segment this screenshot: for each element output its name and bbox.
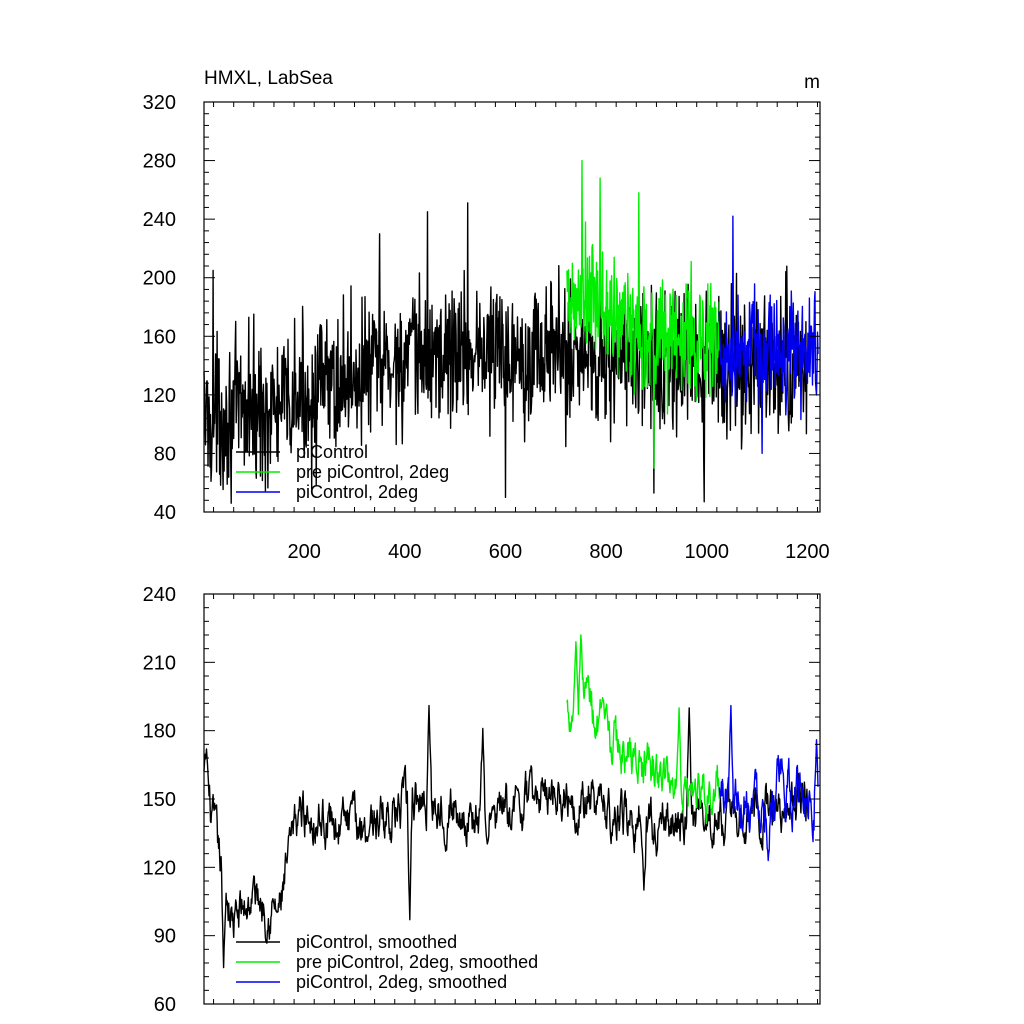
plot-frame	[203, 101, 821, 513]
x-tick-label: 200	[287, 541, 320, 563]
chart-title: HMXL, LabSea	[204, 68, 333, 89]
series-line-1	[203, 704, 809, 969]
series-line-2	[566, 634, 720, 825]
y-tick-label: 180	[143, 721, 176, 743]
y-tick-label: 240	[143, 584, 176, 606]
y-tick-label: 200	[143, 268, 176, 290]
x-tick-label: 1000	[685, 541, 730, 563]
axis-layer: 60 90 120 150 180 210 240	[143, 584, 820, 1016]
legend-label-3: piControl, 2deg	[296, 482, 418, 502]
units-label: m	[804, 72, 820, 93]
legend-label-1: piControl	[296, 442, 368, 462]
x-tick-label: 1200	[785, 541, 830, 563]
x-tick-label: 400	[388, 541, 421, 563]
y-tick-label: 40	[154, 502, 176, 524]
series-line-3	[718, 215, 819, 455]
legend-label-2: pre piControl, 2deg	[296, 462, 449, 482]
axis-layer: 40 80 120 160 200 240 280 320 200 400 600 800 1000 12…	[143, 92, 830, 563]
y-tick-label: 240	[143, 209, 176, 231]
series-line-2	[566, 159, 720, 469]
series-layer	[203, 634, 819, 969]
y-tick-label: 320	[143, 92, 176, 114]
y-tick-label: 280	[143, 151, 176, 173]
x-tick-label: 800	[589, 541, 622, 563]
y-tick-label: 80	[154, 443, 176, 465]
y-tick-label: 160	[143, 326, 176, 348]
top-chart-panel: HMXL, LabSea m 40 80 120 160 200 240 280 320 200…	[143, 68, 830, 563]
plot-frame	[203, 593, 821, 1005]
y-tick-label: 120	[143, 857, 176, 879]
x-tick-label: 600	[489, 541, 522, 563]
y-tick-label: 90	[154, 926, 176, 948]
y-tick-label: 60	[154, 994, 176, 1016]
legend-label-2: pre piControl, 2deg, smoothed	[296, 952, 538, 972]
y-tick-label: 210	[143, 652, 176, 674]
legend-label-3: piControl, 2deg, smoothed	[296, 972, 507, 992]
legend-label-1: piControl, smoothed	[296, 932, 457, 952]
series-line-3	[718, 704, 819, 862]
series-layer	[203, 159, 819, 504]
y-tick-label: 120	[143, 385, 176, 407]
y-tick-label: 150	[143, 789, 176, 811]
